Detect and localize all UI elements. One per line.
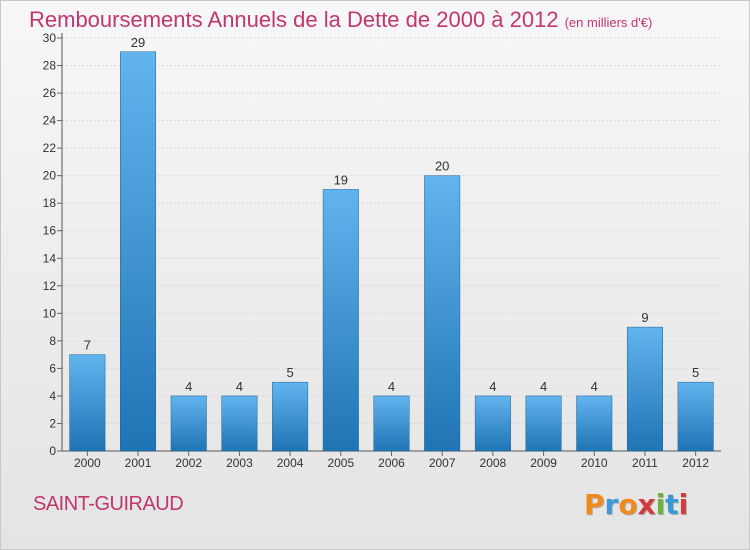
bar-2002	[170, 395, 207, 452]
y-tick-label: 6	[49, 361, 56, 375]
proxiti-logo: Proxiti	[584, 488, 688, 521]
chart-title: Remboursements Annuels de la Dette de 20…	[29, 7, 652, 33]
x-tick-label: 2010	[581, 456, 608, 470]
logo-letter: t	[665, 488, 679, 521]
y-tick-label: 10	[43, 306, 57, 320]
value-label: 20	[435, 159, 449, 174]
bar-2000	[69, 354, 106, 452]
y-tick-label: 20	[43, 169, 57, 183]
logo-letter: o	[618, 488, 638, 521]
logo-letter: r	[604, 488, 619, 521]
value-label: 9	[641, 310, 648, 325]
y-tick-label: 0	[49, 444, 56, 458]
value-label: 29	[131, 35, 145, 50]
y-tick-label: 22	[43, 141, 57, 155]
value-label: 5	[692, 365, 699, 380]
bar-2011	[626, 326, 663, 452]
bar-2006	[373, 395, 410, 452]
y-tick-label: 12	[43, 279, 57, 293]
bar-2008	[474, 395, 511, 452]
y-tick-label: 16	[43, 224, 57, 238]
y-tick-label: 26	[43, 86, 57, 100]
bar-2003	[221, 395, 258, 452]
value-label: 4	[591, 379, 598, 394]
y-tick-label: 14	[43, 251, 57, 265]
bar-2009	[525, 395, 562, 452]
value-label: 7	[84, 338, 91, 353]
x-tick-label: 2012	[682, 456, 709, 470]
x-tick-label: 2005	[327, 456, 354, 470]
value-label: 4	[388, 379, 395, 394]
y-tick-label: 24	[43, 114, 57, 128]
y-tick-label: 30	[43, 31, 57, 45]
value-label: 4	[236, 379, 243, 394]
y-tick-label: 8	[49, 334, 56, 348]
bar-2005	[322, 189, 359, 452]
x-tick-label: 2006	[378, 456, 405, 470]
bar-2007	[424, 175, 461, 452]
y-tick-label: 18	[43, 196, 57, 210]
x-tick-label: 2004	[277, 456, 304, 470]
value-label: 5	[286, 365, 293, 380]
value-label: 4	[489, 379, 496, 394]
chart-subtitle: (en milliers d'€)	[564, 15, 653, 30]
x-tick-label: 2002	[175, 456, 202, 470]
x-tick-label: 2003	[226, 456, 253, 470]
y-tick-label: 4	[49, 389, 56, 403]
bar-2012	[677, 381, 714, 452]
x-tick-label: 2007	[429, 456, 456, 470]
labels: 0246810121416182022242628302000720012920…	[43, 31, 710, 470]
x-tick-label: 2008	[480, 456, 507, 470]
x-tick-label: 2000	[74, 456, 101, 470]
y-tick-label: 2	[49, 416, 56, 430]
chart-title-text: Remboursements Annuels de la Dette de 20…	[29, 7, 559, 32]
logo-letter: i	[678, 488, 689, 521]
logo-letter: P	[584, 488, 605, 521]
logo-letter: x	[637, 488, 656, 521]
bar-2004	[272, 381, 309, 452]
x-tick-label: 2009	[530, 456, 557, 470]
bar-2001	[120, 51, 157, 452]
value-label: 4	[540, 379, 547, 394]
gridlines	[62, 37, 721, 424]
logo-letter: i	[655, 488, 666, 521]
x-tick-label: 2011	[632, 456, 658, 470]
commune-name: SAINT-GUIRAUD	[33, 493, 184, 515]
y-tick-label: 28	[43, 59, 57, 73]
value-label: 19	[334, 172, 348, 187]
bar-2010	[576, 395, 613, 452]
bars	[69, 51, 714, 452]
x-tick-label: 2001	[125, 456, 152, 470]
value-label: 4	[185, 379, 192, 394]
